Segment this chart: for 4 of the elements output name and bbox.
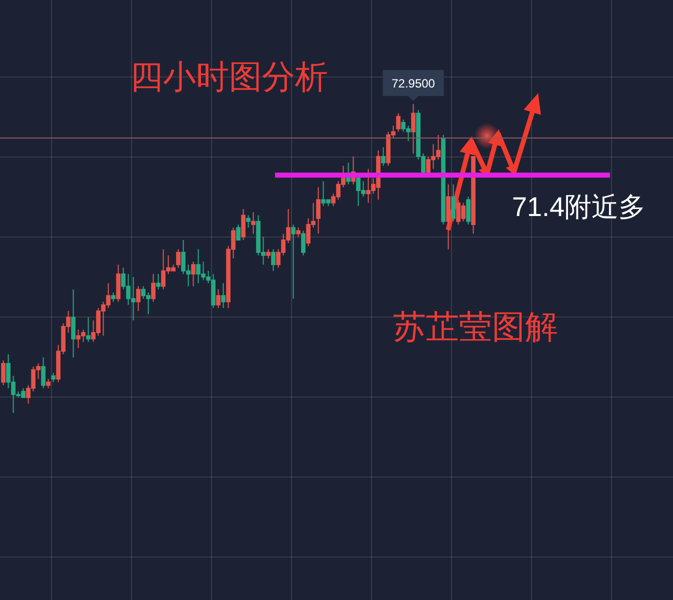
price-label: 72.9500 xyxy=(392,76,435,90)
annotation: 苏芷莹图解 xyxy=(393,308,558,345)
title: 四小时图分析 xyxy=(130,58,328,95)
ref-line-label: 71.4附近多 xyxy=(512,192,646,222)
